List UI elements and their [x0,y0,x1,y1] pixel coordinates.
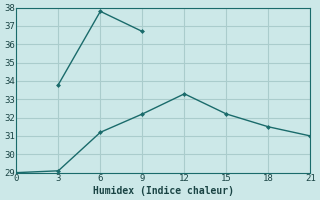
X-axis label: Humidex (Indice chaleur): Humidex (Indice chaleur) [93,186,234,196]
